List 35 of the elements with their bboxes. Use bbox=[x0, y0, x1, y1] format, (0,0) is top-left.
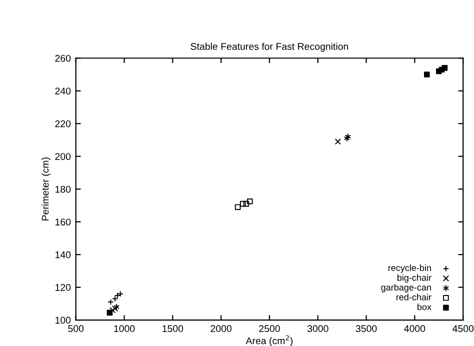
y-tick-label: 120 bbox=[56, 284, 71, 291]
point bbox=[243, 200, 250, 207]
point bbox=[247, 198, 253, 204]
y-tick-label: 240 bbox=[55, 88, 71, 94]
legend-label: garbage-can bbox=[381, 284, 431, 292]
y-tick-label: 100 bbox=[56, 316, 71, 324]
legend-label: red-chair bbox=[396, 294, 432, 300]
x-tick-label: 2500 bbox=[259, 325, 280, 332]
point bbox=[442, 65, 448, 71]
y-tick-label: 260 bbox=[55, 54, 71, 62]
x-tick-label: 1500 bbox=[162, 325, 184, 332]
y-tick-label: 140 bbox=[56, 251, 71, 258]
y-axis-title: Perimeter (cm) bbox=[42, 158, 51, 220]
point bbox=[334, 138, 341, 145]
legend-label: recycle-bin bbox=[388, 264, 431, 273]
x-tick-label: 3000 bbox=[307, 325, 328, 332]
legend-label: big-chair bbox=[397, 274, 432, 283]
x-axis-title: Area (cm$^{2}$) bbox=[246, 335, 293, 346]
chart-title: Stable Features for Fast Recognition bbox=[190, 42, 348, 52]
x-tick-label: 1000 bbox=[114, 325, 135, 332]
legend-label: box bbox=[418, 304, 432, 310]
x-tick-label: 4000 bbox=[404, 325, 426, 332]
x-tick-label: 3500 bbox=[356, 325, 377, 332]
point bbox=[106, 310, 113, 316]
point bbox=[234, 204, 241, 210]
y-tick-label: 180 bbox=[56, 186, 71, 193]
x-tick-label: 2000 bbox=[210, 325, 232, 332]
point bbox=[112, 296, 118, 302]
x-tick-label: 4500 bbox=[452, 325, 474, 332]
y-tick-label: 200 bbox=[55, 153, 71, 160]
y-tick-label: 160 bbox=[56, 218, 71, 226]
point bbox=[424, 72, 430, 78]
point bbox=[240, 200, 246, 207]
y-tick-label: 220 bbox=[55, 120, 71, 128]
x-tick-label: 500 bbox=[68, 325, 84, 332]
